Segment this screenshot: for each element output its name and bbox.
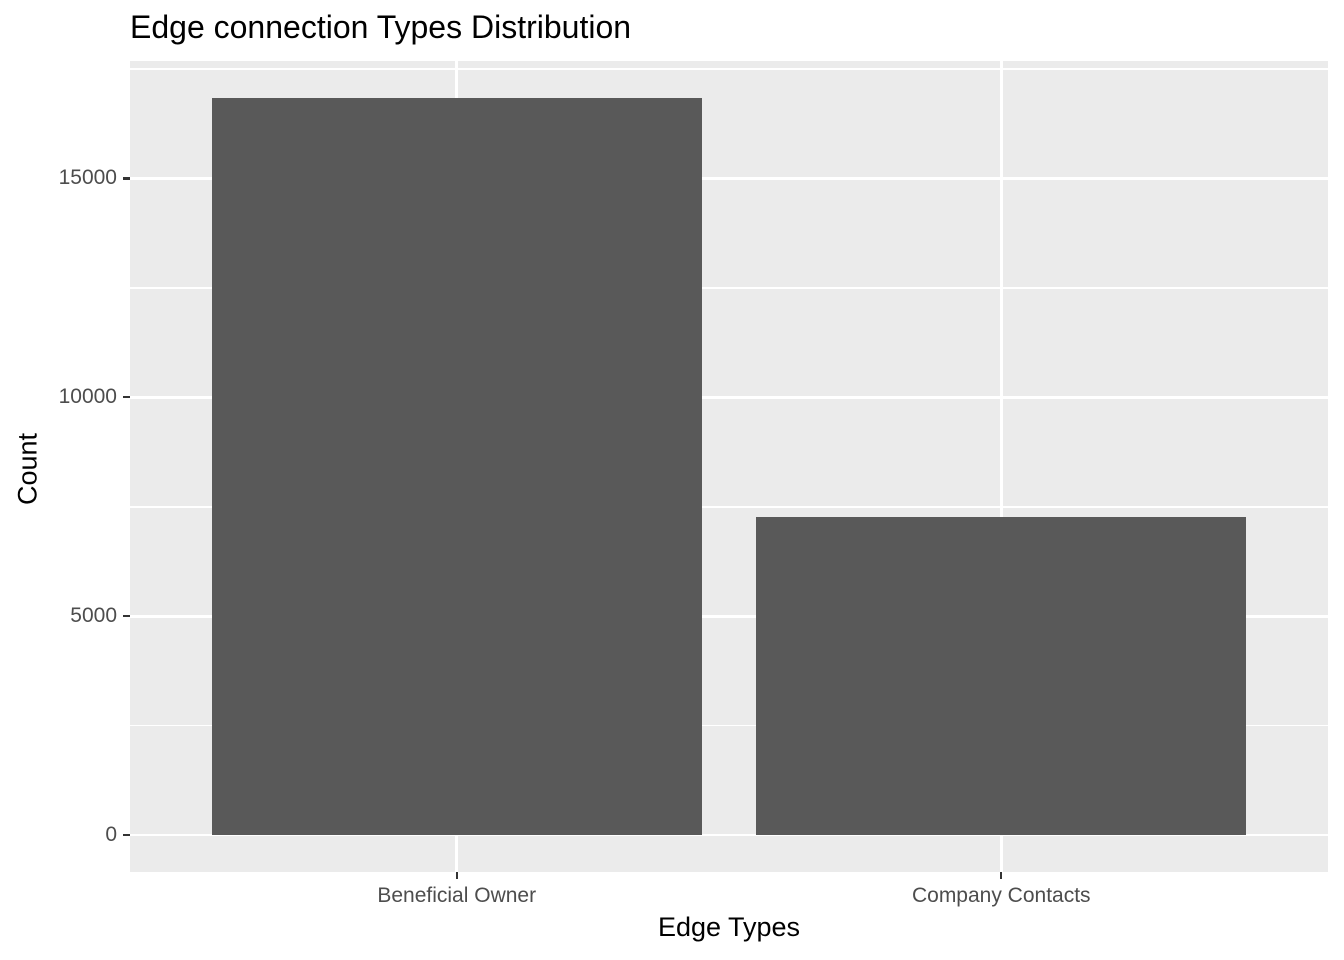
bar-beneficial-owner <box>211 97 702 836</box>
y-tick-label: 5000 <box>70 604 117 628</box>
chart-title: Edge connection Types Distribution <box>130 9 632 45</box>
gridline-y-major <box>130 177 1328 180</box>
x-tick-label-beneficial-owner: Beneficial Owner <box>377 884 537 907</box>
y-axis-title: Count <box>12 432 43 506</box>
gridline-x-major <box>999 61 1003 872</box>
gridline-y-minor <box>130 287 1328 289</box>
gridline-y-minor <box>130 68 1328 70</box>
y-tick-label: 0 <box>105 823 117 847</box>
x-tick-mark <box>1000 872 1003 879</box>
bar-company-contacts <box>756 517 1247 836</box>
y-tick-mark <box>123 396 130 399</box>
x-tick-label-company-contacts: Company Contacts <box>911 884 1091 907</box>
y-tick-label: 15000 <box>58 166 117 190</box>
plot-panel <box>130 61 1328 872</box>
y-tick-mark <box>123 834 130 837</box>
gridline-y-major <box>130 396 1328 399</box>
x-axis-title: Edge Types <box>657 912 801 942</box>
y-tick-label: 10000 <box>58 385 117 409</box>
y-tick-mark <box>123 177 130 180</box>
gridline-y-minor <box>130 506 1328 508</box>
y-tick-mark <box>123 615 130 618</box>
gridline-y-major <box>130 833 1328 837</box>
gridline-y-minor <box>130 724 1328 727</box>
x-tick-mark <box>455 872 458 879</box>
gridline-y-major <box>130 614 1328 618</box>
